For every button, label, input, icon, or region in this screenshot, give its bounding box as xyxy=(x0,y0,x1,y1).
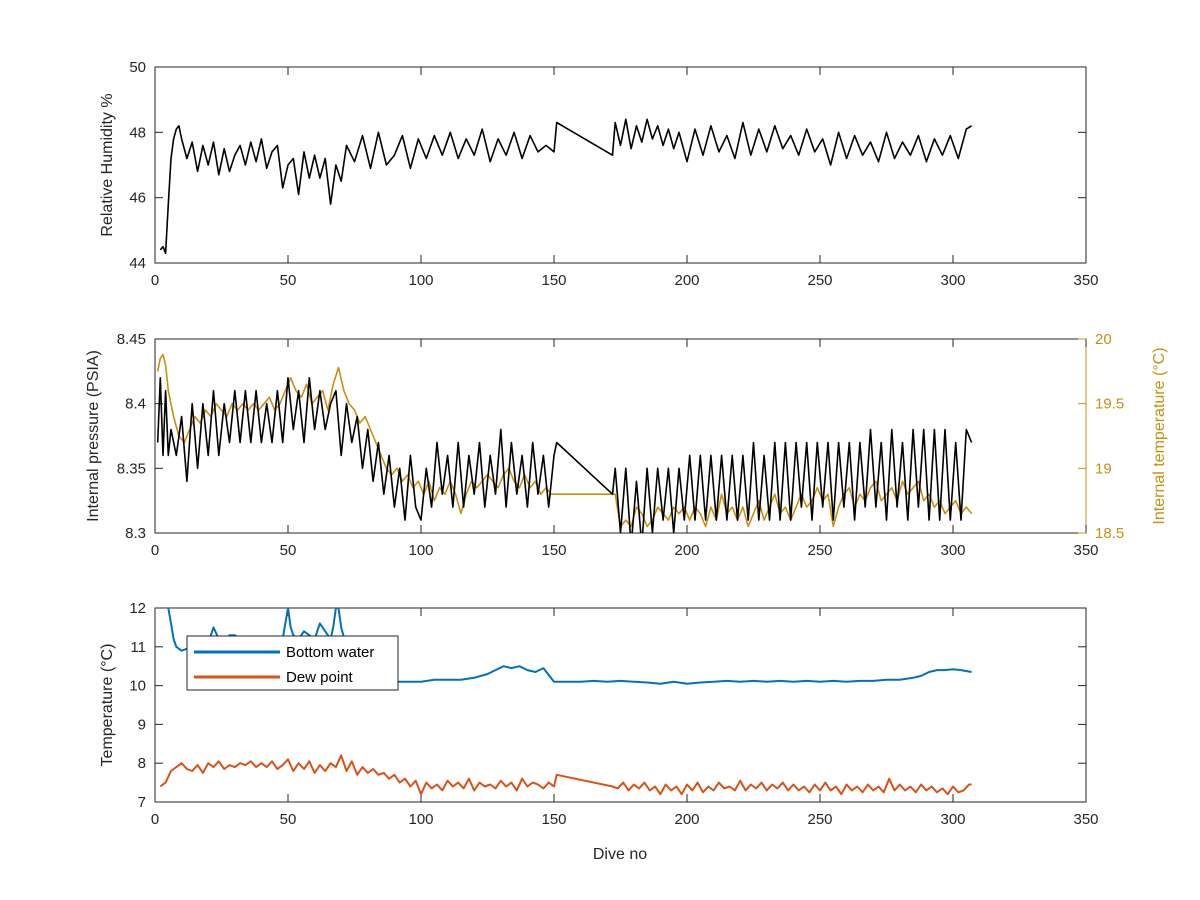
temperature-series-dew-point xyxy=(159,754,972,796)
x-tick-label: 50 xyxy=(280,542,297,559)
x-tick-label: 0 xyxy=(151,272,159,289)
x-tick-label: 350 xyxy=(1073,811,1098,828)
humidity-lines xyxy=(159,118,973,254)
y-tick-label: 8 xyxy=(138,755,146,772)
temperature-y-axis-label: Temperature (°C) xyxy=(99,644,116,767)
x-tick-label: 50 xyxy=(280,811,297,828)
x-tick-label: 250 xyxy=(807,811,832,828)
x-tick-label: 300 xyxy=(940,811,965,828)
x-tick-label: 100 xyxy=(408,272,433,289)
legend: Bottom water Dew point xyxy=(186,635,399,691)
x-tick-label: 100 xyxy=(408,542,433,559)
y-tick-label: 44 xyxy=(129,255,146,272)
x-tick-label: 350 xyxy=(1073,542,1098,559)
x-tick-label: 150 xyxy=(541,811,566,828)
pressure-panel: 0 50 100 150 200 250 300 350 8.3 8.35 8.4 8.45 18.… xyxy=(85,331,1168,559)
temperature-panel: 0 50 100 150 200 250 300 350 7 8 9 10 11 12 Temperat… xyxy=(99,600,1099,863)
humidity-plot-area xyxy=(154,66,1087,264)
pressure-series-left-axis xyxy=(156,376,973,533)
legend-box xyxy=(186,635,399,691)
x-tick-label: 300 xyxy=(940,542,965,559)
x-tick-label: 150 xyxy=(541,542,566,559)
x-tick-label: 350 xyxy=(1073,272,1098,289)
y-tick-label: 7 xyxy=(138,794,146,811)
y-tick-label: 46 xyxy=(129,190,146,207)
legend-label-bottom-water: Bottom water xyxy=(286,644,374,661)
pressure-lines xyxy=(156,353,973,533)
pressure-y-ticks: 8.3 8.35 8.4 8.45 xyxy=(117,331,163,542)
x-tick-label: 0 xyxy=(151,811,159,828)
humidity-panel: 0 50 100 150 200 250 300 350 44 46 48 50 Relative … xyxy=(99,59,1099,289)
x-tick-label: 200 xyxy=(674,811,699,828)
y2-tick-label: 19 xyxy=(1095,460,1112,477)
y-tick-label: 48 xyxy=(129,124,146,141)
x-tick-label: 250 xyxy=(807,272,832,289)
y-tick-label: 8.45 xyxy=(117,331,146,348)
pressure-plot-area xyxy=(154,338,1087,534)
y2-tick-label: 18.5 xyxy=(1095,525,1124,542)
y-tick-label: 11 xyxy=(130,639,146,656)
humidity-series-left-axis xyxy=(159,118,973,254)
temperature-y-ticks: 7 8 9 10 11 12 xyxy=(129,600,1086,811)
humidity-x-ticks: 0 50 100 150 200 250 300 350 xyxy=(151,67,1099,289)
temperature-y2-axis-label: Internal temperature (°C) xyxy=(1151,347,1168,524)
humidity-y-ticks: 44 46 48 50 xyxy=(129,59,1086,272)
y-tick-label: 8.35 xyxy=(117,460,146,477)
x-tick-label: 200 xyxy=(674,272,699,289)
x-tick-label: 250 xyxy=(807,542,832,559)
y2-tick-label: 20 xyxy=(1095,331,1112,348)
y-tick-label: 12 xyxy=(129,600,146,617)
y-tick-label: 9 xyxy=(138,716,146,733)
y-tick-label: 10 xyxy=(129,678,146,695)
humidity-y-axis-label: Relative Humidity % xyxy=(99,93,116,236)
y2-tick-label: 19.5 xyxy=(1095,396,1124,413)
x-tick-label: 50 xyxy=(280,272,297,289)
x-tick-label: 150 xyxy=(541,272,566,289)
temperature-y2-ticks: 18.5 19 19.5 20 xyxy=(1078,331,1124,542)
y-tick-label: 8.3 xyxy=(125,525,146,542)
x-tick-label: 0 xyxy=(151,542,159,559)
x-tick-label: 100 xyxy=(408,811,433,828)
pressure-y-axis-label: Internal pressure (PSIA) xyxy=(85,350,102,522)
legend-label-dew-point: Dew point xyxy=(286,669,354,686)
x-axis-label: Dive no xyxy=(593,846,647,863)
x-tick-label: 300 xyxy=(940,272,965,289)
pressure-x-ticks: 0 50 100 150 200 250 300 350 xyxy=(151,339,1099,559)
y-tick-label: 8.4 xyxy=(125,396,146,413)
x-tick-label: 200 xyxy=(674,542,699,559)
temperature-x-ticks: 0 50 100 150 200 250 300 350 xyxy=(151,608,1099,828)
y-tick-label: 50 xyxy=(129,59,146,76)
